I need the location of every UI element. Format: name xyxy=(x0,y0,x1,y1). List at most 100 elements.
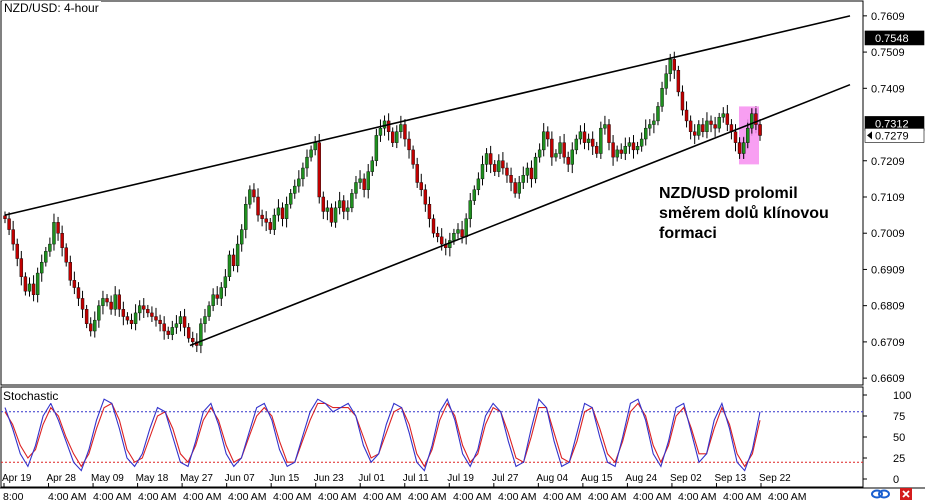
price-marker-label: 0.7312 xyxy=(875,118,909,130)
x-tick-label: Sep 13 xyxy=(714,473,746,484)
stoch-tick-label: 0 xyxy=(893,474,899,486)
bull-candle xyxy=(697,124,701,136)
bear-candle xyxy=(191,338,195,343)
bear-candle xyxy=(386,120,391,132)
annotation-line-2: směrem dolů klínovou xyxy=(659,205,829,222)
bear-candle xyxy=(154,316,158,321)
bull-candle xyxy=(44,251,48,263)
x-tick-label: Sep 22 xyxy=(759,473,791,484)
bear-candle xyxy=(407,138,411,151)
indicator-title: Stochastic xyxy=(2,389,60,403)
bear-candle xyxy=(435,233,440,238)
time-label: 4:00 AM xyxy=(498,491,537,503)
candles xyxy=(3,51,762,354)
time-label: 4:00 AM xyxy=(543,491,582,503)
bull-candle xyxy=(635,146,640,151)
x-tick-label: Apr 19 xyxy=(2,473,32,484)
x-tick-label: Jun 07 xyxy=(225,473,255,484)
time-label: 4:00 AM xyxy=(273,491,312,503)
price-marker-box xyxy=(864,128,925,143)
bull-candle xyxy=(235,243,240,267)
bull-candle xyxy=(199,323,203,346)
x-tick-label: Sep 02 xyxy=(670,473,702,484)
bull-candle xyxy=(537,149,542,158)
bear-candle xyxy=(590,138,595,147)
bull-candle xyxy=(93,319,97,332)
bull-candle xyxy=(350,193,354,209)
bull-candle xyxy=(272,214,277,230)
bull-candle xyxy=(721,113,725,118)
bear-candle xyxy=(186,327,191,339)
bull-candle xyxy=(240,229,244,245)
bear-candle xyxy=(56,222,60,234)
price-tick-label: 0.6909 xyxy=(871,264,905,276)
bear-candle xyxy=(672,59,676,71)
price-marker-label: 0.7279 xyxy=(875,130,909,142)
time-label: 8:00 xyxy=(3,491,24,503)
time-label: 4:00 AM xyxy=(453,491,492,503)
bear-candle xyxy=(415,164,419,183)
bear-candle xyxy=(317,142,321,198)
price-marker-box xyxy=(864,30,925,46)
bull-candle xyxy=(378,127,383,136)
price-marker-label: 0.7548 xyxy=(875,33,909,45)
bull-candle xyxy=(660,88,664,107)
bull-candle xyxy=(717,117,721,129)
stoch-tick-label: 75 xyxy=(893,411,905,423)
bear-candle xyxy=(403,124,407,140)
link-icon[interactable] xyxy=(871,487,891,501)
bear-candle xyxy=(460,229,464,238)
bear-candle xyxy=(619,149,623,154)
bull-candle xyxy=(542,131,546,151)
bear-candle xyxy=(329,207,334,223)
bull-candle xyxy=(472,189,477,201)
bull-candle xyxy=(223,276,228,288)
bull-candle xyxy=(668,59,672,75)
time-label: 4:00 AM xyxy=(768,491,807,503)
bear-candle xyxy=(252,189,256,198)
price-tick-label: 0.7409 xyxy=(871,83,905,95)
bear-candle xyxy=(7,218,11,230)
bear-candle xyxy=(754,113,758,125)
bear-candle xyxy=(142,305,146,310)
close-icon[interactable] xyxy=(899,487,913,501)
bull-candle xyxy=(382,120,387,129)
stoch-tick-label: 100 xyxy=(893,390,911,402)
bull-candle xyxy=(639,138,644,147)
bear-candle xyxy=(182,316,187,328)
bear-candle xyxy=(280,207,285,219)
bull-candle xyxy=(468,200,472,219)
bull-candle xyxy=(178,316,183,324)
bear-candle xyxy=(733,131,738,143)
bear-candle xyxy=(709,120,713,125)
bull-candle xyxy=(480,164,485,180)
bull-candle xyxy=(452,233,456,241)
bull-candle xyxy=(705,120,709,132)
bull-candle xyxy=(174,323,179,328)
bear-candle xyxy=(231,254,236,267)
bear-candle xyxy=(737,142,742,154)
time-label: 4:00 AM xyxy=(723,491,762,503)
x-tick-label: Apr 28 xyxy=(47,473,77,484)
x-tick-label: Jul 27 xyxy=(492,473,519,484)
bear-candle xyxy=(215,294,219,299)
bull-candle xyxy=(297,178,301,187)
bear-candle xyxy=(166,330,170,335)
bull-candle xyxy=(558,142,562,154)
bear-candle xyxy=(129,319,134,324)
bear-candle xyxy=(80,298,85,310)
bull-candle xyxy=(113,294,117,310)
bear-candle xyxy=(321,196,326,212)
time-label: 4:00 AM xyxy=(183,491,222,503)
bear-candle xyxy=(76,287,81,299)
price-tick-label: 0.6709 xyxy=(871,337,905,349)
bull-candle xyxy=(656,106,660,122)
bull-candle xyxy=(325,207,330,212)
bull-candle xyxy=(27,283,32,292)
bear-candle xyxy=(611,142,615,158)
bull-candle xyxy=(219,287,223,299)
bull-candle xyxy=(603,124,607,129)
bull-candle xyxy=(101,298,105,306)
time-label: 4:00 AM xyxy=(408,491,447,503)
